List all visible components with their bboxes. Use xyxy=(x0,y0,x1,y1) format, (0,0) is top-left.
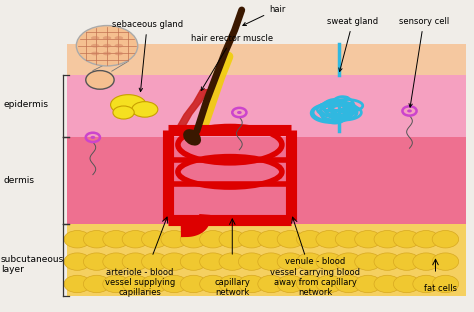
Circle shape xyxy=(335,275,362,293)
Circle shape xyxy=(122,231,149,248)
Circle shape xyxy=(142,231,168,248)
Circle shape xyxy=(258,275,284,293)
Circle shape xyxy=(335,231,362,248)
Circle shape xyxy=(277,253,304,270)
Circle shape xyxy=(86,71,114,89)
Circle shape xyxy=(142,253,168,270)
Text: subcutaneous
layer: subcutaneous layer xyxy=(0,255,64,275)
Circle shape xyxy=(122,253,149,270)
Circle shape xyxy=(103,275,129,293)
Ellipse shape xyxy=(115,44,123,48)
Circle shape xyxy=(297,275,323,293)
Circle shape xyxy=(374,275,401,293)
Text: fat cells: fat cells xyxy=(424,284,457,293)
Circle shape xyxy=(393,231,420,248)
Text: venule - blood
vessel carrying blood
away from capillary
network: venule - blood vessel carrying blood awa… xyxy=(270,257,360,297)
Text: dermis: dermis xyxy=(3,176,34,185)
Circle shape xyxy=(91,136,95,139)
Circle shape xyxy=(219,231,246,248)
Ellipse shape xyxy=(91,44,100,48)
Text: epidermis: epidermis xyxy=(3,100,48,109)
Circle shape xyxy=(219,275,246,293)
Circle shape xyxy=(180,275,207,293)
Circle shape xyxy=(407,110,412,113)
Circle shape xyxy=(355,253,381,270)
Circle shape xyxy=(297,253,323,270)
Circle shape xyxy=(277,275,304,293)
Text: sensory cell: sensory cell xyxy=(399,17,449,107)
Circle shape xyxy=(258,253,284,270)
Text: sweat gland: sweat gland xyxy=(327,17,378,71)
Circle shape xyxy=(277,231,304,248)
Bar xyxy=(67,75,466,137)
Circle shape xyxy=(432,253,459,270)
Circle shape xyxy=(83,231,110,248)
Text: arteriole - blood
vessel supplying
capillaries: arteriole - blood vessel supplying capil… xyxy=(105,267,175,297)
Circle shape xyxy=(161,253,187,270)
Text: capillary
network: capillary network xyxy=(214,278,250,297)
Bar xyxy=(67,44,466,75)
Circle shape xyxy=(180,231,207,248)
Circle shape xyxy=(297,231,323,248)
Circle shape xyxy=(200,231,226,248)
Circle shape xyxy=(355,231,381,248)
Circle shape xyxy=(64,275,91,293)
Circle shape xyxy=(122,275,149,293)
Ellipse shape xyxy=(103,36,111,40)
Circle shape xyxy=(238,275,265,293)
Circle shape xyxy=(413,275,439,293)
Ellipse shape xyxy=(91,51,100,55)
Circle shape xyxy=(413,253,439,270)
Circle shape xyxy=(64,253,91,270)
Ellipse shape xyxy=(103,51,111,55)
Bar xyxy=(67,224,466,296)
Circle shape xyxy=(237,111,242,114)
Circle shape xyxy=(432,231,459,248)
Circle shape xyxy=(83,253,110,270)
Ellipse shape xyxy=(103,44,111,48)
Circle shape xyxy=(258,231,284,248)
Circle shape xyxy=(238,231,265,248)
Circle shape xyxy=(64,231,91,248)
Circle shape xyxy=(374,231,401,248)
Text: sebaceous gland: sebaceous gland xyxy=(112,20,183,92)
Circle shape xyxy=(355,275,381,293)
Ellipse shape xyxy=(91,36,100,40)
Circle shape xyxy=(219,253,246,270)
Circle shape xyxy=(180,253,207,270)
Circle shape xyxy=(393,275,420,293)
Circle shape xyxy=(238,253,265,270)
Circle shape xyxy=(76,26,138,66)
Circle shape xyxy=(393,253,420,270)
Ellipse shape xyxy=(113,106,134,119)
Ellipse shape xyxy=(132,102,158,117)
Circle shape xyxy=(103,253,129,270)
Circle shape xyxy=(103,231,129,248)
Ellipse shape xyxy=(110,95,146,115)
Circle shape xyxy=(316,231,342,248)
Circle shape xyxy=(161,275,187,293)
Circle shape xyxy=(83,275,110,293)
Circle shape xyxy=(432,275,459,293)
Circle shape xyxy=(316,275,342,293)
Circle shape xyxy=(161,231,187,248)
Circle shape xyxy=(316,253,342,270)
Bar xyxy=(67,137,466,224)
Ellipse shape xyxy=(115,51,123,55)
Circle shape xyxy=(200,253,226,270)
Circle shape xyxy=(374,253,401,270)
Ellipse shape xyxy=(183,129,201,146)
Circle shape xyxy=(200,275,226,293)
Text: hair: hair xyxy=(243,5,285,26)
Circle shape xyxy=(335,253,362,270)
Ellipse shape xyxy=(115,36,123,40)
Text: hair erector muscle: hair erector muscle xyxy=(191,34,273,90)
Circle shape xyxy=(413,231,439,248)
Circle shape xyxy=(142,275,168,293)
